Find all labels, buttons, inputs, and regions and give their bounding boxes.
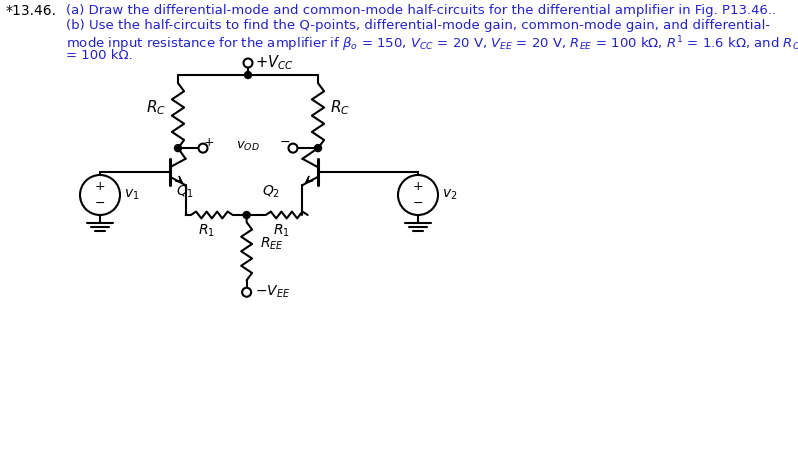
Text: $R_{EE}$: $R_{EE}$ (259, 236, 283, 252)
Text: (b) Use the half-circuits to find the Q-points, differential-mode gain, common-m: (b) Use the half-circuits to find the Q-… (66, 19, 770, 32)
Circle shape (289, 143, 298, 153)
Text: $v_2$: $v_2$ (442, 188, 457, 202)
Text: (a) Draw the differential-mode and common-mode half-circuits for the differentia: (a) Draw the differential-mode and commo… (66, 4, 776, 17)
Text: $R_1$: $R_1$ (198, 223, 215, 239)
Circle shape (242, 288, 251, 297)
Circle shape (243, 58, 252, 68)
Text: −: − (95, 197, 105, 210)
Text: +: + (95, 180, 105, 193)
Text: +: + (413, 180, 423, 193)
Text: −: − (280, 136, 290, 149)
Text: −: − (413, 197, 423, 210)
Text: $R_C$: $R_C$ (330, 98, 350, 117)
Circle shape (243, 212, 250, 218)
Circle shape (80, 175, 120, 215)
Text: $v_1$: $v_1$ (124, 188, 140, 202)
Text: *13.46.: *13.46. (6, 4, 57, 18)
Text: $+V_{CC}$: $+V_{CC}$ (255, 53, 294, 72)
Circle shape (199, 143, 207, 153)
Text: $Q_1$: $Q_1$ (176, 184, 194, 201)
Text: $R_1$: $R_1$ (273, 223, 290, 239)
Circle shape (398, 175, 438, 215)
Text: +: + (203, 136, 215, 149)
Text: mode input resistance for the amplifier if $\beta_o$ = 150, $V_{CC}$ = 20 V, $V_: mode input resistance for the amplifier … (66, 34, 798, 53)
Text: = 100 kΩ.: = 100 kΩ. (66, 49, 132, 62)
Text: $Q_2$: $Q_2$ (262, 184, 280, 201)
Circle shape (175, 144, 181, 152)
Circle shape (314, 144, 322, 152)
Text: $R_C$: $R_C$ (146, 98, 166, 117)
Circle shape (244, 71, 251, 79)
Text: $v_{OD}$: $v_{OD}$ (236, 139, 260, 153)
Text: $-V_{EE}$: $-V_{EE}$ (255, 284, 290, 300)
